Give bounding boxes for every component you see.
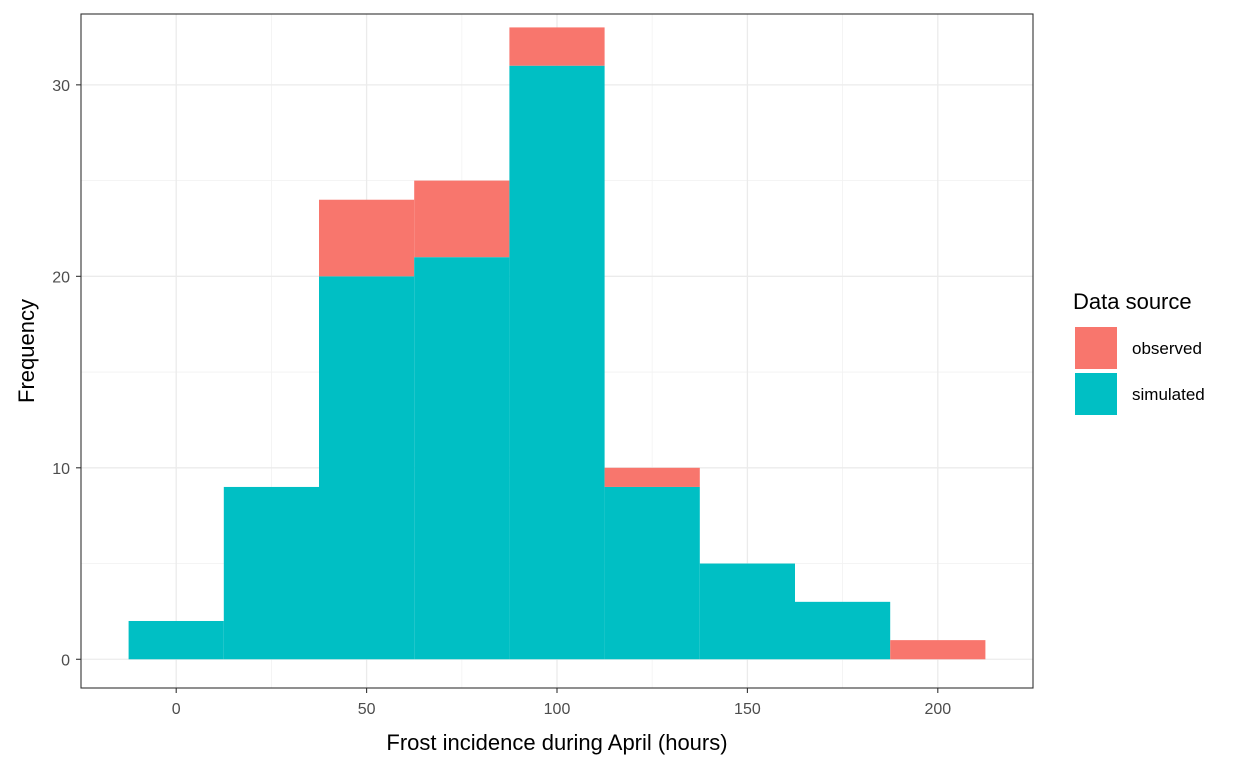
y-axis: 0 10 20 30 [52,78,81,669]
bar-simulated [509,65,605,660]
bar-observed [319,199,415,277]
y-axis-title: Frequency [14,299,39,403]
bar-simulated [319,276,415,660]
legend-key-observed [1075,327,1117,369]
x-axis-title: Frost incidence during April (hours) [386,730,727,755]
bar-observed [414,180,510,258]
bar-simulated [223,486,319,660]
x-tick-label: 0 [172,701,181,718]
y-tick-label: 0 [61,652,70,669]
bar-simulated [128,620,224,660]
legend: Data source observed simulated [1073,289,1205,415]
y-tick-label: 20 [52,269,70,286]
bar-observed [890,640,986,660]
bar-simulated [414,257,510,660]
x-axis: 0 50 100 150 200 [172,688,951,718]
x-tick-label: 100 [544,701,571,718]
y-tick-label: 10 [52,461,70,478]
legend-label-observed: observed [1132,339,1202,358]
x-tick-label: 50 [358,701,376,718]
bar-simulated [795,601,891,660]
x-tick-label: 150 [734,701,761,718]
bar-simulated [699,563,795,660]
legend-label-simulated: simulated [1132,385,1205,404]
bars [128,27,986,660]
x-tick-label: 200 [924,701,951,718]
legend-key-simulated [1075,373,1117,415]
bar-observed [509,27,605,66]
bar-observed [604,467,700,487]
legend-title: Data source [1073,289,1192,314]
y-tick-label: 30 [52,78,70,95]
bar-simulated [604,486,700,660]
